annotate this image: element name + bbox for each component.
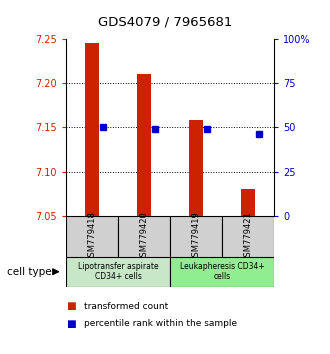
Text: GSM779418: GSM779418 [87,211,96,262]
Bar [241,189,255,216]
Text: GSM779420: GSM779420 [140,211,148,262]
Bar [66,257,170,287]
Text: transformed count: transformed count [84,302,168,311]
Text: GSM779419: GSM779419 [191,211,200,262]
Text: ■: ■ [66,319,76,329]
Bar [118,216,170,257]
Bar [170,257,274,287]
Text: Lipotransfer aspirate
CD34+ cells: Lipotransfer aspirate CD34+ cells [78,262,158,281]
Bar [66,216,118,257]
Text: GSM779421: GSM779421 [244,211,252,262]
Text: Leukapheresis CD34+
cells: Leukapheresis CD34+ cells [180,262,264,281]
Text: ■: ■ [66,301,76,311]
Bar [85,43,99,216]
Bar [189,120,203,216]
Bar [137,74,151,216]
Bar [170,216,222,257]
Bar [222,216,274,257]
Text: GDS4079 / 7965681: GDS4079 / 7965681 [98,16,232,29]
Text: cell type: cell type [7,267,51,277]
Text: percentile rank within the sample: percentile rank within the sample [84,319,237,329]
